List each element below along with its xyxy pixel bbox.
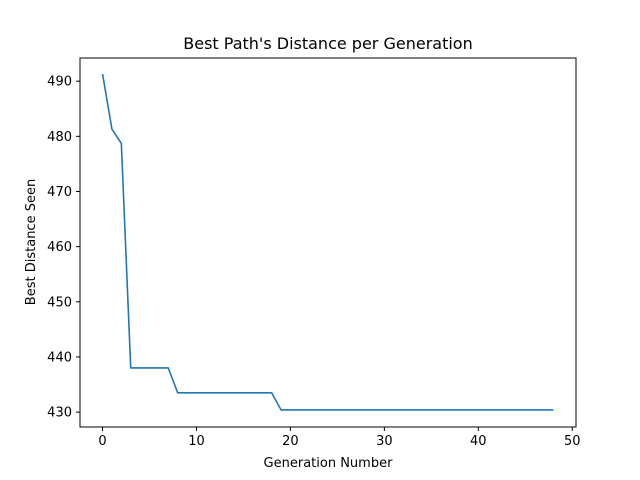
y-tick-label: 450 bbox=[47, 295, 72, 310]
y-tick-label: 480 bbox=[47, 130, 72, 145]
x-tick-label: 10 bbox=[188, 434, 205, 449]
x-tick-label: 0 bbox=[98, 434, 106, 449]
y-tick-label: 460 bbox=[47, 240, 72, 255]
y-tick-label: 490 bbox=[47, 75, 72, 90]
chart-title: Best Path's Distance per Generation bbox=[183, 34, 472, 53]
y-tick-label: 440 bbox=[47, 350, 72, 365]
x-tick-label: 20 bbox=[282, 434, 299, 449]
y-tick-label: 430 bbox=[47, 406, 72, 421]
plot-area: 0 10 20 30 40 50 430 440 450 460 470 480 490 bbox=[47, 73, 581, 449]
x-tick-label: 40 bbox=[470, 434, 487, 449]
y-tick-label: 470 bbox=[47, 185, 72, 200]
x-tick-label: 30 bbox=[376, 434, 393, 449]
x-axis-label: Generation Number bbox=[264, 456, 394, 471]
x-tick-label: 50 bbox=[564, 434, 581, 449]
y-axis-label: Best Distance Seen bbox=[24, 179, 39, 305]
plot-frame bbox=[79, 57, 577, 428]
series-line bbox=[101, 73, 554, 411]
